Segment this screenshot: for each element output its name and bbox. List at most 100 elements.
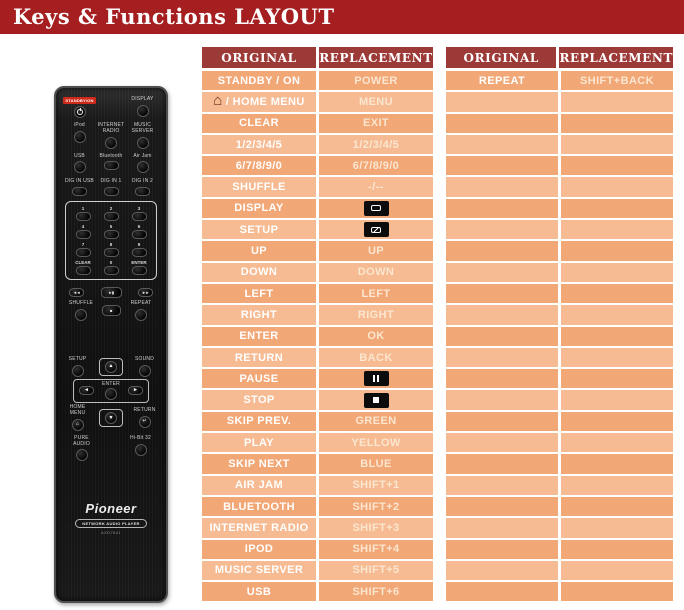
skip-next-icon: ►► (142, 290, 149, 295)
table-cell-original: DOWN (202, 262, 319, 282)
stop-button: ■ (101, 305, 121, 316)
table-cell-original (446, 305, 561, 325)
dig-in-2-label: DIG IN 2 (131, 178, 154, 185)
table-cell-original: DISPLAY (202, 198, 319, 219)
display-button (136, 104, 149, 117)
table-cell-replacement: OK (319, 326, 433, 346)
table-cell-original (446, 92, 561, 112)
key-8-button (103, 248, 119, 257)
table-row (446, 411, 673, 434)
pause-icon (363, 371, 389, 387)
table-row: 1/2/3/4/5 1/2/3/4/5 (202, 134, 433, 157)
table-cell-original (446, 177, 561, 197)
table-cell-original: ⌂ / HOME MENU (202, 92, 319, 112)
table-row: PLAY YELLOW (202, 433, 433, 455)
table-row: SKIP NEXT BLUE (202, 454, 433, 476)
table-row: BLUETOOTH SHIFT+2 (202, 496, 433, 519)
table-row (446, 305, 673, 327)
up-button: ▲ (105, 360, 117, 373)
table-cell-replacement (561, 262, 673, 282)
table-cell-replacement: 6/7/8/9/0 (319, 156, 433, 176)
table-cell-replacement (561, 369, 673, 389)
table-row (446, 475, 673, 497)
table-cell-replacement (319, 220, 433, 240)
dig-in-usb-button (72, 187, 87, 196)
table-row: MUSIC SERVER SHIFT+5 (202, 560, 433, 583)
standby-on-label: STANDBY/ON (63, 97, 96, 104)
return-button: ↵ (138, 415, 151, 428)
table-cell-replacement: SHIFT+1 (319, 475, 433, 495)
table-row: INTERNET RADIO SHIFT+3 (202, 518, 433, 540)
key-8-label: 8 (109, 242, 113, 247)
table-cell-original (446, 560, 561, 581)
table-cell-original (446, 262, 561, 282)
table-row (446, 539, 673, 561)
key-clear-label: CLEAR (75, 260, 91, 265)
table-cell-replacement (561, 582, 673, 602)
table-cell-replacement (319, 369, 433, 389)
table-row (446, 241, 673, 263)
right-icon: ► (132, 387, 138, 394)
table-row: 6/7/8/9/0 6/7/8/9/0 (202, 156, 433, 178)
setup-label: SETUP (68, 355, 87, 362)
table-body: STANDBY / ON POWER ⌂ / HOME MENU MENU CLEAR EX… (202, 71, 433, 604)
key-9-label: 9 (137, 242, 141, 247)
key-6-label: 6 (137, 224, 141, 229)
play-pause-button: ►▮ (100, 287, 122, 298)
table-row (446, 134, 673, 157)
table-row: DOWN DOWN (202, 262, 433, 284)
table-cell-replacement (561, 156, 673, 176)
table-cell-replacement (561, 539, 673, 559)
table-cell-replacement: POWER (319, 71, 433, 91)
home-menu-label: HOME MENU (69, 404, 86, 416)
key-2-button (103, 212, 119, 221)
table-cell-replacement (561, 518, 673, 538)
table-cell-original (446, 539, 561, 559)
key-5-button (103, 230, 119, 239)
table-cell-original (446, 369, 561, 389)
table-cell-replacement: UP (319, 241, 433, 261)
table-row (446, 433, 673, 455)
table-cell-original (446, 582, 561, 602)
internet-radio-label: INTERNET RADIO (97, 122, 125, 134)
stop-icon (363, 392, 389, 408)
dig-in-1-button (103, 187, 119, 196)
table-cell-original (446, 347, 561, 368)
table-row (446, 92, 673, 114)
table-cell-replacement (561, 411, 673, 432)
table-cell-replacement: GREEN (319, 411, 433, 432)
display-label: DISPLAY (131, 96, 154, 102)
table-cell-original: AIR JAM (202, 475, 319, 495)
table-body: REPEAT SHIFT+BACK (446, 71, 673, 604)
table-cell-original: RETURN (202, 347, 319, 368)
power-button (73, 106, 86, 118)
table-row: ENTER OK (202, 326, 433, 348)
table-header: ORIGINAL REPLACEMENT (202, 47, 433, 68)
dig-in-2-button (135, 187, 150, 196)
table-cell-replacement (319, 198, 433, 219)
table-cell-replacement: RIGHT (319, 305, 433, 325)
table-row: PAUSE (202, 369, 433, 391)
table-cell-original: PLAY (202, 433, 319, 453)
table-cell-replacement (561, 305, 673, 325)
table-cell-original: MUSIC SERVER (202, 560, 319, 581)
original-column-header: ORIGINAL (202, 47, 316, 68)
music-server-button (136, 136, 149, 149)
remote-display-group: DISPLAY (127, 96, 158, 117)
key-0-label: 0 (109, 260, 113, 265)
table-cell-original: SKIP PREV. (202, 411, 319, 432)
table-row (446, 156, 673, 178)
model-number: AXD7641 (101, 530, 121, 536)
table-cell-original (446, 390, 561, 410)
table-cell-replacement: DOWN (319, 262, 433, 282)
table-cell-replacement: -/-- (319, 177, 433, 197)
table-cell-original: BLUETOOTH (202, 496, 319, 517)
table-cell-replacement (561, 177, 673, 197)
table-row (446, 113, 673, 135)
table-cell-original (446, 241, 561, 261)
table-cell-replacement (561, 475, 673, 495)
table-row: REPEAT SHIFT+BACK (446, 71, 673, 93)
table-row (446, 220, 673, 242)
table-cell-original: 1/2/3/4/5 (202, 134, 319, 155)
table-cell-original (446, 113, 561, 133)
